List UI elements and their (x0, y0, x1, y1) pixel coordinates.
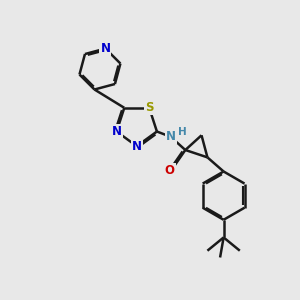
Text: S: S (145, 101, 154, 114)
Text: N: N (112, 125, 122, 138)
Text: N: N (166, 130, 176, 143)
Text: H: H (178, 127, 187, 137)
Text: O: O (165, 164, 175, 177)
Text: N: N (100, 42, 110, 55)
Text: N: N (132, 140, 142, 153)
